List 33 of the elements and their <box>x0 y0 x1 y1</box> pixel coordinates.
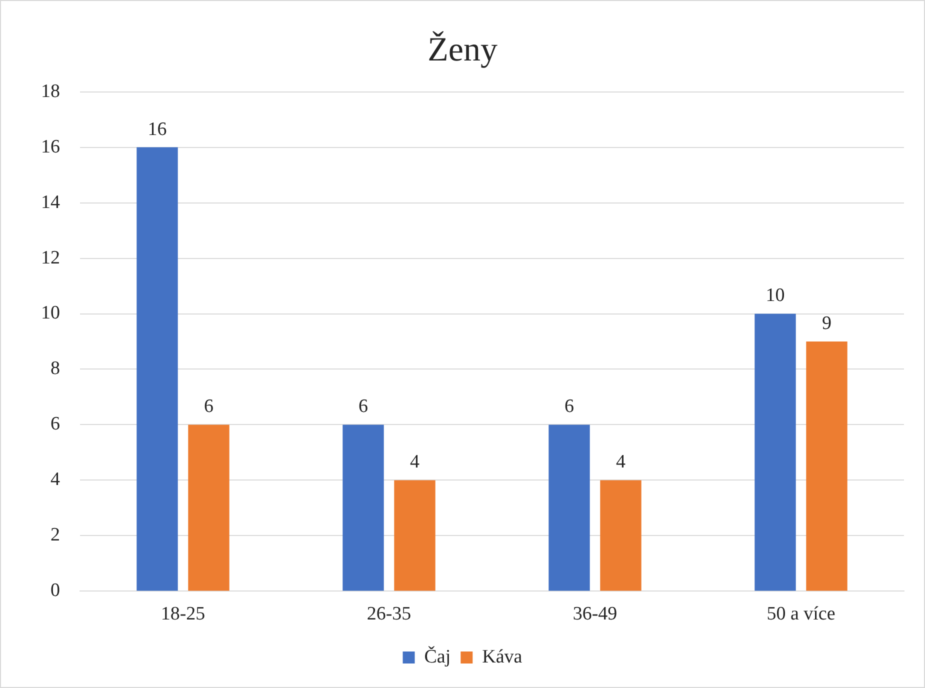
chart-title: Ženy <box>428 30 498 68</box>
y-tick-label: 6 <box>50 414 60 435</box>
data-label: 6 <box>564 396 574 418</box>
y-tick-label: 12 <box>41 247 60 268</box>
x-tick-label: 50 a více <box>766 604 836 625</box>
bar <box>754 314 796 591</box>
data-label: 10 <box>766 285 785 306</box>
bar <box>806 342 848 591</box>
x-tick-label: 26-35 <box>366 604 412 625</box>
data-label: 6 <box>358 396 368 418</box>
data-label: 16 <box>148 118 167 140</box>
y-tick-label: 4 <box>50 469 60 490</box>
legend-label: Čaj <box>424 645 451 668</box>
y-tick-label: 14 <box>41 192 60 213</box>
y-tick-label: 8 <box>50 358 60 380</box>
bar <box>188 424 230 591</box>
y-tick-label: 16 <box>41 136 60 158</box>
data-label: 4 <box>410 452 420 473</box>
x-tick-label: 18-25 <box>160 604 206 625</box>
y-tick-label: 18 <box>41 80 60 102</box>
y-tick-label: 10 <box>41 302 60 324</box>
bar <box>394 480 436 591</box>
bar <box>136 147 178 591</box>
bar <box>342 424 384 591</box>
x-tick-label: 36-49 <box>572 604 618 625</box>
legend-label: Káva <box>482 646 523 668</box>
y-tick-label: 0 <box>50 580 60 602</box>
data-label: 4 <box>616 452 626 473</box>
data-label: 9 <box>822 312 832 334</box>
bar <box>600 480 642 591</box>
y-tick-label: 2 <box>50 524 60 546</box>
data-label: 6 <box>204 396 214 418</box>
bar <box>548 424 590 591</box>
